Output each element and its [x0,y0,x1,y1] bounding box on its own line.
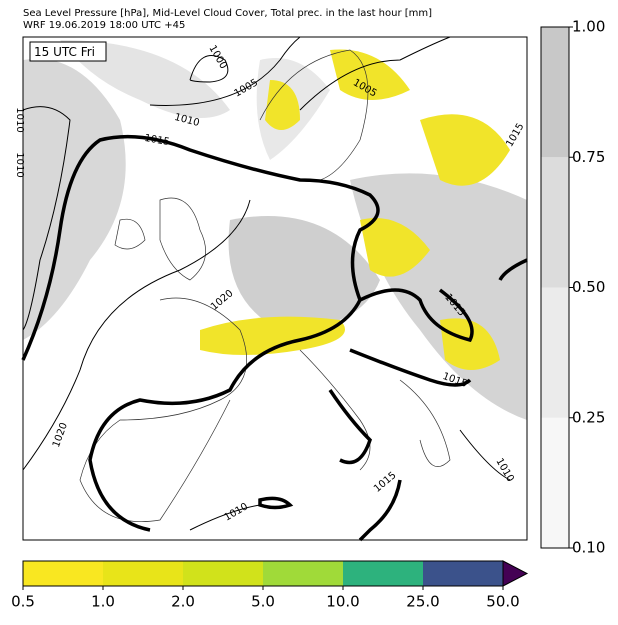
contour-label: 1010 [14,152,25,177]
time-label: 15 UTC Fri [34,45,95,59]
colorbar-segment [23,561,103,586]
colorbar-tick-label: 50.0 [486,593,519,611]
title-line: Sea Level Pressure [hPa], Mid-Level Clou… [23,8,432,19]
colorbar-tick-label: 0.75 [572,148,605,166]
contour-label: 1010 [14,107,25,132]
colorbar-tick-label: 0.25 [572,408,605,426]
colorbar-segment [541,27,569,158]
colorbar-segment [103,561,183,586]
colorbar-tick-label: 1.0 [91,593,115,611]
isobars [22,36,511,531]
colorbar-tick-label: 0.50 [572,278,605,296]
time-label-box [29,41,107,62]
colorbar-segment [541,417,569,548]
colorbar-tick-label: 0.5 [11,593,35,611]
colorbar-extend [502,560,529,587]
colorbar-tick-label: 2.0 [171,593,195,611]
colorbar-segment [541,157,569,288]
colorbar-segment [183,561,263,586]
map: 15 UTC Fri [21,36,528,542]
map-frame [22,36,528,541]
colorbar-segment [423,561,503,586]
colorbar-tick-label: 10.0 [326,593,359,611]
colorbar-segment [263,561,343,586]
coastlines [79,49,451,523]
colorbar-tick-label: 1.00 [572,18,605,36]
cloud-area [228,216,380,330]
colorbar-segment [541,287,569,418]
colorbar-segment [343,561,423,586]
contour-label: 1015 [143,133,170,148]
isobar-1015 [21,134,528,542]
colorbar-tick-label: 0.10 [572,539,605,557]
colorbar-tick-label: 5.0 [251,593,275,611]
cloud-area [23,58,126,340]
colorbar-tick-label: 25.0 [406,593,439,611]
title-line: WRF 19.06.2019 18:00 UTC +45 [23,20,185,31]
